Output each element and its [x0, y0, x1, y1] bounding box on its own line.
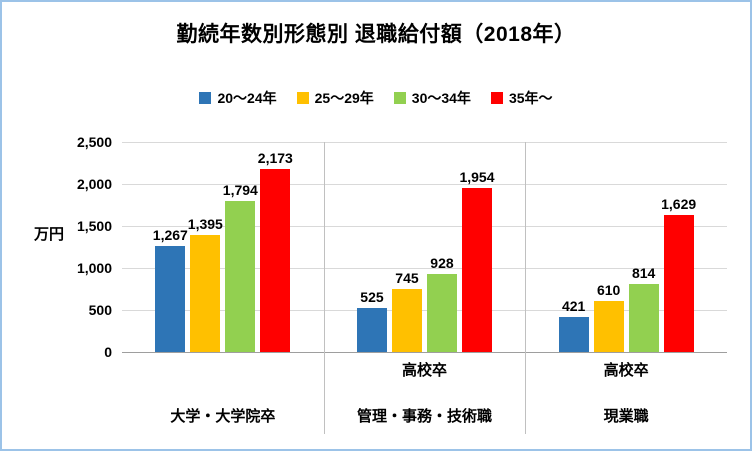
bar-value-label: 1,794	[222, 182, 258, 199]
bar: 1,629	[661, 196, 696, 352]
bar: 610	[593, 282, 624, 352]
gridline	[122, 226, 727, 227]
legend-swatch-icon	[199, 92, 212, 104]
legend-label: 20〜24年	[217, 90, 277, 106]
legend-item: 25〜29年	[296, 88, 374, 108]
y-tick-label: 2,000	[76, 176, 112, 192]
gridline	[122, 310, 727, 311]
bar: 1,794	[223, 182, 258, 352]
legend-swatch-icon	[490, 92, 503, 104]
legend-label: 35年〜	[508, 90, 553, 106]
category-tier1-label: 高校卒	[401, 362, 447, 379]
bar: 421	[558, 298, 589, 352]
bar-value-label: 1,267	[152, 226, 188, 243]
x-axis-line	[122, 352, 727, 353]
bar-value-label: 814	[631, 264, 656, 281]
bar: 745	[391, 270, 422, 352]
bar: 814	[628, 265, 659, 352]
bar: 2,173	[258, 150, 293, 352]
legend-label: 30〜34年	[411, 90, 471, 106]
bar-value-label: 745	[395, 270, 419, 287]
bar-value-label: 421	[561, 297, 586, 314]
bar: 525	[356, 289, 387, 352]
bar-group: 1,267 1,395 1,794 2,173	[122, 142, 324, 352]
y-tick-label: 500	[88, 302, 112, 318]
gridline	[122, 142, 727, 143]
y-tick-label: 1,500	[76, 218, 112, 234]
category-tier2-label: 大学・大学院卒	[170, 408, 276, 425]
bar-value-label: 1,395	[187, 215, 223, 232]
bar-value-label: 610	[596, 281, 621, 298]
gridline	[122, 184, 727, 185]
category-separator	[323, 142, 325, 434]
y-tick-label: 1,000	[76, 260, 112, 276]
legend-item: 30〜34年	[393, 88, 471, 108]
bar-value-label: 1,954	[459, 168, 495, 185]
bar: 1,395	[188, 216, 223, 352]
legend-swatch-icon	[393, 92, 406, 104]
category-tier2-label: 管理・事務・技術職	[356, 408, 492, 425]
bar: 1,954	[459, 169, 495, 352]
legend-label: 25〜29年	[314, 90, 374, 106]
bar-group: 421 610 814 1,629	[525, 142, 727, 352]
category-tier1-label: 高校卒	[603, 362, 649, 379]
bar-value-label: 525	[360, 288, 384, 305]
legend-item: 20〜24年	[199, 88, 277, 108]
y-axis-unit-label: 万円	[34, 226, 65, 243]
bar-value-label: 2,173	[257, 150, 293, 167]
bar-value-label: 1,629	[661, 196, 697, 213]
bar: 1,267	[153, 227, 188, 352]
legend-swatch-icon	[296, 92, 309, 104]
y-tick-label: 0	[104, 344, 112, 360]
gridline	[122, 268, 727, 269]
chart-title: 勤続年数別形態別 退職給付額（2018年）	[176, 23, 576, 46]
y-tick-label: 2,500	[76, 134, 112, 150]
bar: 928	[426, 255, 457, 352]
bar-group: 525 745 928 1,954	[324, 142, 526, 352]
bar-value-label: 928	[430, 255, 454, 272]
legend: 20〜24年 25〜29年 30〜34年 35年〜	[2, 88, 750, 108]
legend-item: 35年〜	[490, 88, 553, 108]
category-tier2-label: 現業職	[603, 408, 649, 425]
category-separator	[525, 142, 527, 434]
